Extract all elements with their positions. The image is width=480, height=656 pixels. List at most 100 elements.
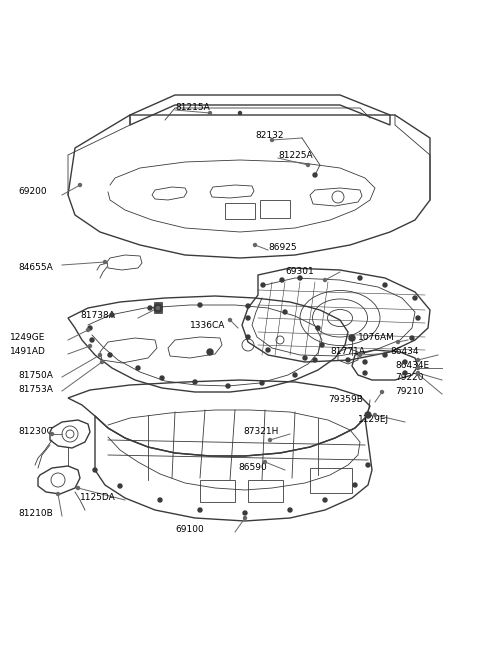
Circle shape — [396, 340, 399, 344]
Circle shape — [283, 310, 287, 314]
Circle shape — [266, 348, 270, 352]
Circle shape — [246, 316, 250, 320]
Circle shape — [156, 306, 159, 310]
Circle shape — [383, 353, 387, 357]
Circle shape — [324, 279, 326, 281]
Circle shape — [307, 163, 310, 167]
Circle shape — [403, 360, 407, 364]
Circle shape — [243, 516, 247, 520]
Circle shape — [118, 484, 122, 488]
Text: 87321H: 87321H — [243, 428, 278, 436]
Text: 1336CA: 1336CA — [190, 321, 226, 329]
Circle shape — [154, 304, 162, 312]
Circle shape — [413, 296, 417, 300]
Circle shape — [79, 184, 82, 186]
Circle shape — [298, 276, 302, 280]
Text: 1129EJ: 1129EJ — [358, 415, 389, 424]
Circle shape — [417, 367, 420, 369]
Text: 79210: 79210 — [395, 388, 424, 396]
Circle shape — [264, 461, 266, 464]
Text: 1076AM: 1076AM — [358, 333, 395, 342]
Circle shape — [208, 112, 212, 115]
Text: 1125DA: 1125DA — [80, 493, 116, 502]
Bar — [154, 302, 162, 313]
Text: 1249GE: 1249GE — [10, 333, 46, 342]
Text: 84655A: 84655A — [18, 262, 53, 272]
Circle shape — [416, 316, 420, 320]
Circle shape — [288, 508, 292, 512]
Text: 69100: 69100 — [175, 525, 204, 535]
Circle shape — [271, 138, 274, 142]
Circle shape — [198, 508, 202, 512]
Circle shape — [280, 278, 284, 282]
Circle shape — [349, 335, 355, 341]
Text: 82132: 82132 — [255, 131, 284, 140]
Circle shape — [198, 303, 202, 307]
Circle shape — [293, 373, 297, 377]
Circle shape — [57, 493, 60, 495]
Circle shape — [98, 354, 101, 356]
Circle shape — [363, 371, 367, 375]
Circle shape — [86, 329, 89, 331]
Circle shape — [365, 412, 371, 418]
Circle shape — [313, 173, 317, 177]
Text: 86590: 86590 — [238, 464, 267, 472]
Text: 86434E: 86434E — [395, 361, 429, 369]
Text: 81215A: 81215A — [175, 104, 210, 112]
Circle shape — [316, 326, 320, 330]
Circle shape — [403, 371, 407, 375]
Text: 79359B: 79359B — [328, 396, 363, 405]
Circle shape — [110, 313, 114, 317]
Circle shape — [303, 356, 307, 360]
Text: 79220: 79220 — [395, 373, 423, 382]
Circle shape — [104, 260, 107, 264]
Circle shape — [320, 343, 324, 347]
Circle shape — [366, 463, 370, 467]
Circle shape — [228, 319, 231, 321]
Circle shape — [243, 511, 247, 515]
Circle shape — [207, 349, 213, 355]
Circle shape — [93, 468, 97, 472]
Circle shape — [253, 243, 256, 247]
Circle shape — [417, 373, 420, 375]
Circle shape — [323, 498, 327, 502]
Circle shape — [268, 438, 272, 441]
Circle shape — [136, 366, 140, 370]
Text: 86925: 86925 — [268, 243, 297, 253]
Text: 81230C: 81230C — [18, 428, 53, 436]
Circle shape — [100, 361, 104, 363]
Circle shape — [160, 376, 164, 380]
Circle shape — [90, 338, 94, 342]
Bar — [310, 468, 352, 493]
Circle shape — [261, 283, 265, 287]
Circle shape — [76, 487, 80, 489]
Circle shape — [88, 344, 92, 348]
Text: 81750A: 81750A — [18, 371, 53, 380]
Bar — [248, 480, 283, 502]
Circle shape — [313, 358, 317, 362]
Text: 81753A: 81753A — [18, 384, 53, 394]
Circle shape — [363, 360, 367, 364]
Circle shape — [260, 381, 264, 385]
Text: 81771A: 81771A — [330, 348, 365, 356]
Bar — [200, 480, 235, 502]
Circle shape — [417, 371, 420, 375]
Circle shape — [50, 432, 53, 436]
Circle shape — [373, 413, 376, 417]
Circle shape — [358, 276, 362, 280]
Circle shape — [359, 354, 361, 356]
Circle shape — [353, 483, 357, 487]
Bar — [225, 203, 255, 219]
Text: 81738A: 81738A — [80, 312, 115, 321]
Text: 81210B: 81210B — [18, 510, 53, 518]
Text: 69301: 69301 — [285, 268, 314, 276]
Circle shape — [193, 380, 197, 384]
Circle shape — [417, 358, 420, 361]
Circle shape — [246, 335, 250, 339]
Text: 81225A: 81225A — [278, 150, 312, 159]
Circle shape — [246, 304, 250, 308]
Circle shape — [108, 353, 112, 357]
Circle shape — [226, 384, 230, 388]
Circle shape — [158, 498, 162, 502]
Circle shape — [239, 112, 241, 115]
